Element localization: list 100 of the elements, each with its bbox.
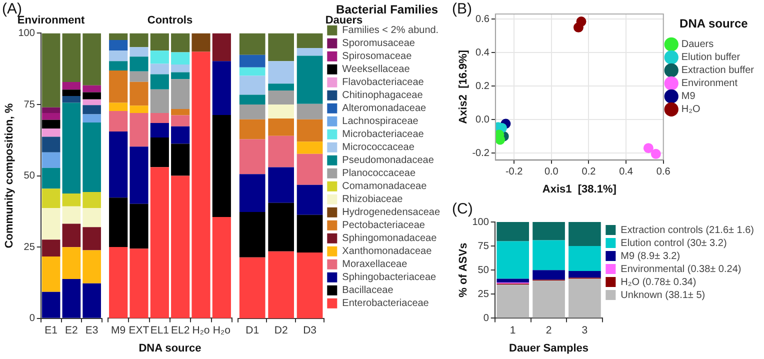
bar <box>296 214 323 253</box>
chart-title: Environment <box>17 14 85 27</box>
point <box>495 134 506 145</box>
bar <box>130 146 148 204</box>
bar <box>532 222 565 240</box>
bar <box>268 61 294 84</box>
bar <box>496 222 530 242</box>
bar <box>82 85 101 92</box>
bar <box>150 33 169 51</box>
bar <box>212 114 231 218</box>
legend-label: Extraction controls (21.6± 1.6) <box>620 224 754 236</box>
bar <box>296 252 323 318</box>
y-tick-label: 0.6 <box>476 14 490 25</box>
bar <box>42 128 60 137</box>
bar <box>532 240 565 270</box>
bar <box>150 50 169 64</box>
bar <box>62 279 81 318</box>
bar <box>296 142 323 154</box>
bar <box>532 280 565 318</box>
legend-label: Families < 2% abund. <box>342 25 439 36</box>
x-tick-label: H₂o <box>212 324 231 336</box>
bar <box>171 33 190 52</box>
x-tick-label: EL2 <box>170 324 190 336</box>
bar <box>239 67 266 76</box>
y-tick-label: 0 <box>29 313 36 324</box>
legend-label: H₂O (0.78± 0.34) <box>620 276 696 288</box>
point <box>643 143 654 154</box>
bar <box>42 136 60 152</box>
legend-label: Pectobacteriaceae <box>342 220 426 232</box>
bar <box>268 167 294 203</box>
bar <box>212 217 231 318</box>
bar <box>568 271 601 278</box>
y-tick-label: 50 <box>478 264 490 276</box>
bar <box>532 270 565 280</box>
x-tick-label: -0.2 <box>505 166 524 178</box>
x-tick-label: 0.2 <box>582 166 596 178</box>
text: (C) <box>452 200 473 218</box>
bar <box>268 104 294 118</box>
x-tick-label: D1 <box>246 324 260 337</box>
bar <box>42 152 60 168</box>
bar <box>82 92 101 100</box>
x-tick-label: 1 <box>510 324 516 336</box>
bar <box>268 33 294 62</box>
y-tick-label: 0.2 <box>476 80 490 92</box>
legend-label: Weeksellaceae <box>342 64 410 76</box>
bar <box>171 64 190 72</box>
bar <box>150 74 169 90</box>
legend-label: Pseudomonadaceae <box>342 155 434 166</box>
legend-label: Planococcaceae <box>342 168 416 180</box>
bar <box>42 33 60 108</box>
legend-label: Extraction buffer <box>681 65 755 76</box>
bar <box>171 144 190 176</box>
x-tick-label: EL1 <box>150 324 170 336</box>
bar <box>130 106 148 113</box>
legend-label: Unknown (38.1± 5) <box>620 290 706 301</box>
x-axis-title: Dauer Samples <box>509 342 589 354</box>
legend-label: Microbacteriaceae <box>342 129 424 140</box>
bar <box>296 56 323 104</box>
bar <box>171 79 190 110</box>
x-tick-label: 2 <box>546 324 552 336</box>
bar <box>239 174 266 212</box>
x-tick-label: 0.0 <box>544 166 559 178</box>
bar <box>171 52 190 65</box>
bar <box>268 84 294 91</box>
bar <box>130 33 148 48</box>
x-axis-title: DNA source <box>138 342 202 354</box>
legend-label: Flavobacteriaceae <box>342 77 424 88</box>
bar <box>42 188 60 208</box>
y-tick-label: 25 <box>24 242 36 253</box>
x-tick-label: 0.6 <box>656 166 671 178</box>
legend-label: Moraxellaceae <box>342 259 408 270</box>
bar <box>62 247 81 280</box>
bar <box>239 212 266 258</box>
bar <box>130 113 148 147</box>
bar <box>150 167 169 318</box>
bar <box>239 104 266 120</box>
bar <box>130 204 148 249</box>
legend-label: Comamonadaceae <box>342 181 428 192</box>
bar <box>82 33 101 86</box>
legend-title: Bacterial Families <box>336 2 438 16</box>
legend-label: Alteromonadaceae <box>342 103 427 114</box>
bar <box>239 76 266 95</box>
bar <box>150 64 169 74</box>
chart-title: Controls <box>147 14 193 27</box>
bar <box>239 94 266 104</box>
bar <box>130 82 148 106</box>
legend-label: Lachnospiraceae <box>342 116 419 128</box>
legend-label: Environment <box>681 78 738 90</box>
bar <box>109 246 128 318</box>
bar <box>42 208 60 240</box>
bar <box>268 251 294 318</box>
bar <box>296 154 323 185</box>
bar <box>496 241 530 279</box>
legend-label: M9 <box>681 91 696 102</box>
x-tick-label: E1 <box>44 324 58 337</box>
bar <box>62 33 81 82</box>
bar <box>42 168 60 189</box>
bar <box>239 33 266 55</box>
y-axis-title: Community composition, % <box>4 103 16 248</box>
y-tick-label: 0.0 <box>476 114 490 126</box>
